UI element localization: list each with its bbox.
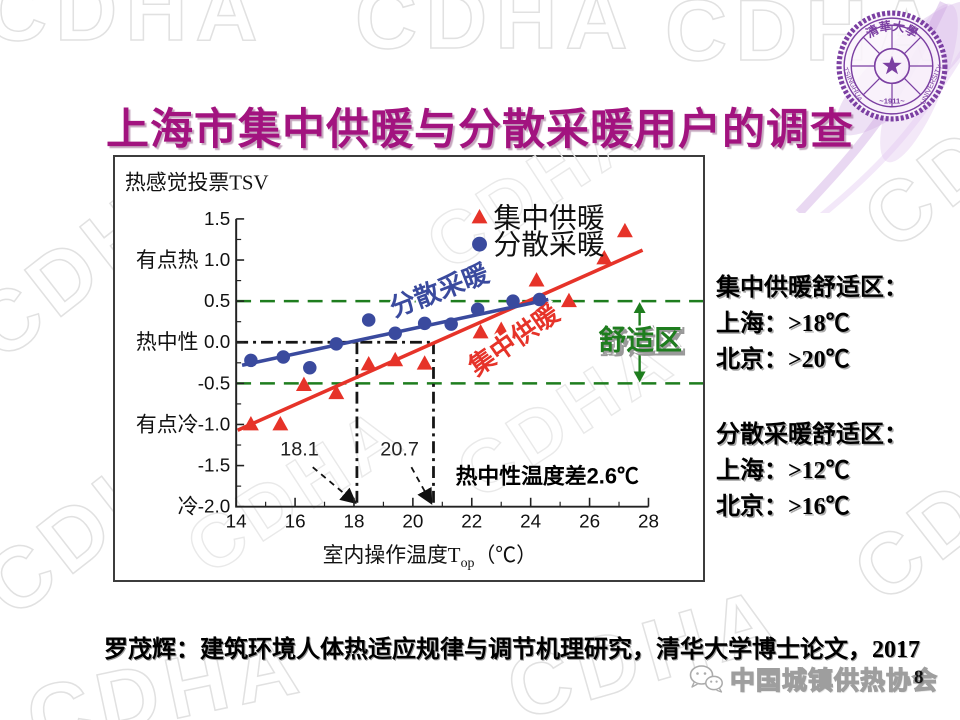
- x-tick-label: 14: [226, 511, 247, 532]
- trend-line: [236, 248, 644, 432]
- watermark-text: CDHA: [0, 0, 266, 60]
- note-heading: 集中供暖舒适区：: [716, 275, 908, 301]
- legend-marker-triangle: [471, 209, 488, 224]
- y-tick-label: -1.0: [198, 413, 230, 434]
- legend-label: 分散采暖: [493, 230, 604, 261]
- page-number: 8: [914, 667, 924, 688]
- data-point-triangle: [472, 323, 489, 339]
- data-point-triangle: [387, 351, 404, 367]
- legend-marker-circle: [472, 236, 487, 252]
- comfort-band: 舒适区: [236, 299, 703, 385]
- data-point-circle: [444, 317, 458, 331]
- legend-label: 集中供暖: [493, 203, 604, 234]
- footer-org-name: 中国城镇供热协会: [729, 666, 939, 695]
- data-point-circle: [303, 361, 317, 375]
- leader-arrow: [312, 466, 357, 505]
- watermark-text: CDHA: [354, 0, 636, 68]
- data-point-triangle: [360, 356, 377, 371]
- sensation-scale-label: 冷: [178, 495, 199, 519]
- comfort-zone-label: 舒适区: [599, 325, 682, 356]
- data-point-circle: [470, 302, 485, 317]
- data-point-triangle: [528, 272, 545, 287]
- page-title: 上海市集中供暖与分散采暖用户的调查: [106, 105, 854, 154]
- data-point-circle: [329, 337, 344, 351]
- data-point-circle: [276, 350, 291, 364]
- data-point-circle: [388, 326, 402, 340]
- neutral-annotations: 18.1 20.7 热中性温度差2.6℃: [236, 340, 639, 507]
- x-tick-label: 28: [638, 511, 659, 532]
- data-point-triangle: [616, 222, 633, 238]
- data-point-triangle: [493, 321, 510, 336]
- neutral-temp-value: 20.7: [380, 439, 419, 461]
- data-point-triangle: [561, 292, 577, 308]
- note-heading: 分散采暖舒适区：: [716, 422, 908, 448]
- wechat-icon: [689, 665, 723, 693]
- note-line: 北京：>16℃: [716, 494, 850, 520]
- note-line: 北京：>20℃: [716, 347, 850, 373]
- data-point-triangle: [272, 416, 289, 431]
- data-point-circle: [532, 292, 547, 307]
- note-line: 上海：>18℃: [716, 311, 850, 337]
- x-tick-label: 24: [520, 511, 541, 532]
- data-point-triangle: [328, 384, 345, 400]
- x-tick-label: 20: [402, 511, 423, 532]
- central-heating-comfort-note: 集中供暖舒适区： 上海：>18℃ 北京：>20℃: [716, 270, 908, 378]
- seal-star: [882, 55, 902, 75]
- y-tick-label: 0.5: [204, 290, 230, 311]
- note-line: 上海：>12℃: [716, 458, 850, 484]
- data-point-triangle: [596, 249, 613, 265]
- x-tick-label: 22: [461, 511, 482, 532]
- seal-spokes: [851, 25, 933, 107]
- sensation-scale-label: 热中性: [136, 330, 199, 354]
- data-point-circle: [244, 353, 258, 368]
- x-tick-label: 16: [285, 511, 306, 532]
- footer: 中国城镇供热协会: [688, 661, 938, 697]
- y-tick-label: -0.5: [198, 372, 230, 393]
- data-point-circle: [417, 316, 432, 331]
- sensation-scale-label: 有点冷: [136, 412, 199, 436]
- data-point-circle: [361, 313, 376, 327]
- data-point-triangle: [416, 355, 433, 370]
- distributed-heating-comfort-note: 分散采暖舒适区： 上海：>12℃ 北京：>16℃: [716, 417, 908, 525]
- x-tick-label: 18: [343, 511, 364, 532]
- data-point-triangle: [295, 376, 312, 391]
- y-tick-label: -1.5: [198, 455, 230, 476]
- chart-panel: CDHA CDHA CDHA 舒适区 18.1 20.7 热中性温度差2.6℃ 集中供暖…: [113, 84, 705, 591]
- sensation-scale-label: 有点热: [136, 248, 199, 272]
- x-tick-label: 26: [579, 511, 600, 532]
- neutral-difference-note: 热中性温度差2.6℃: [456, 464, 639, 489]
- y-tick-label: -2.0: [198, 496, 230, 517]
- y-tick-label: 1.0: [204, 249, 230, 270]
- y-axis-title: 热感觉投票TSV: [125, 171, 269, 195]
- data-point-triangle: [242, 416, 259, 431]
- seal-year: ~1911~: [879, 97, 905, 106]
- y-tick-label: 0.0: [204, 331, 230, 352]
- x-axis-title: 室内操作温度Top（℃）: [323, 543, 537, 571]
- data-point-circle: [506, 294, 520, 308]
- leader-arrow: [410, 466, 433, 505]
- y-tick-label: 1.5: [204, 208, 230, 229]
- university-seal: 清華大學 TSINGHUA UNIVERSITY ~1911~: [836, 10, 948, 122]
- citation: 罗茂辉：建筑环境人体热适应规律与调节机理研究，清华大学博士论文，2017: [104, 637, 920, 663]
- axes: 14 16 18 20 22 24 26 28 1.5 1.0 0.5 0.0 -0.5 -1.0 -1.5…: [125, 171, 659, 571]
- neutral-temp-value: 18.1: [280, 439, 319, 461]
